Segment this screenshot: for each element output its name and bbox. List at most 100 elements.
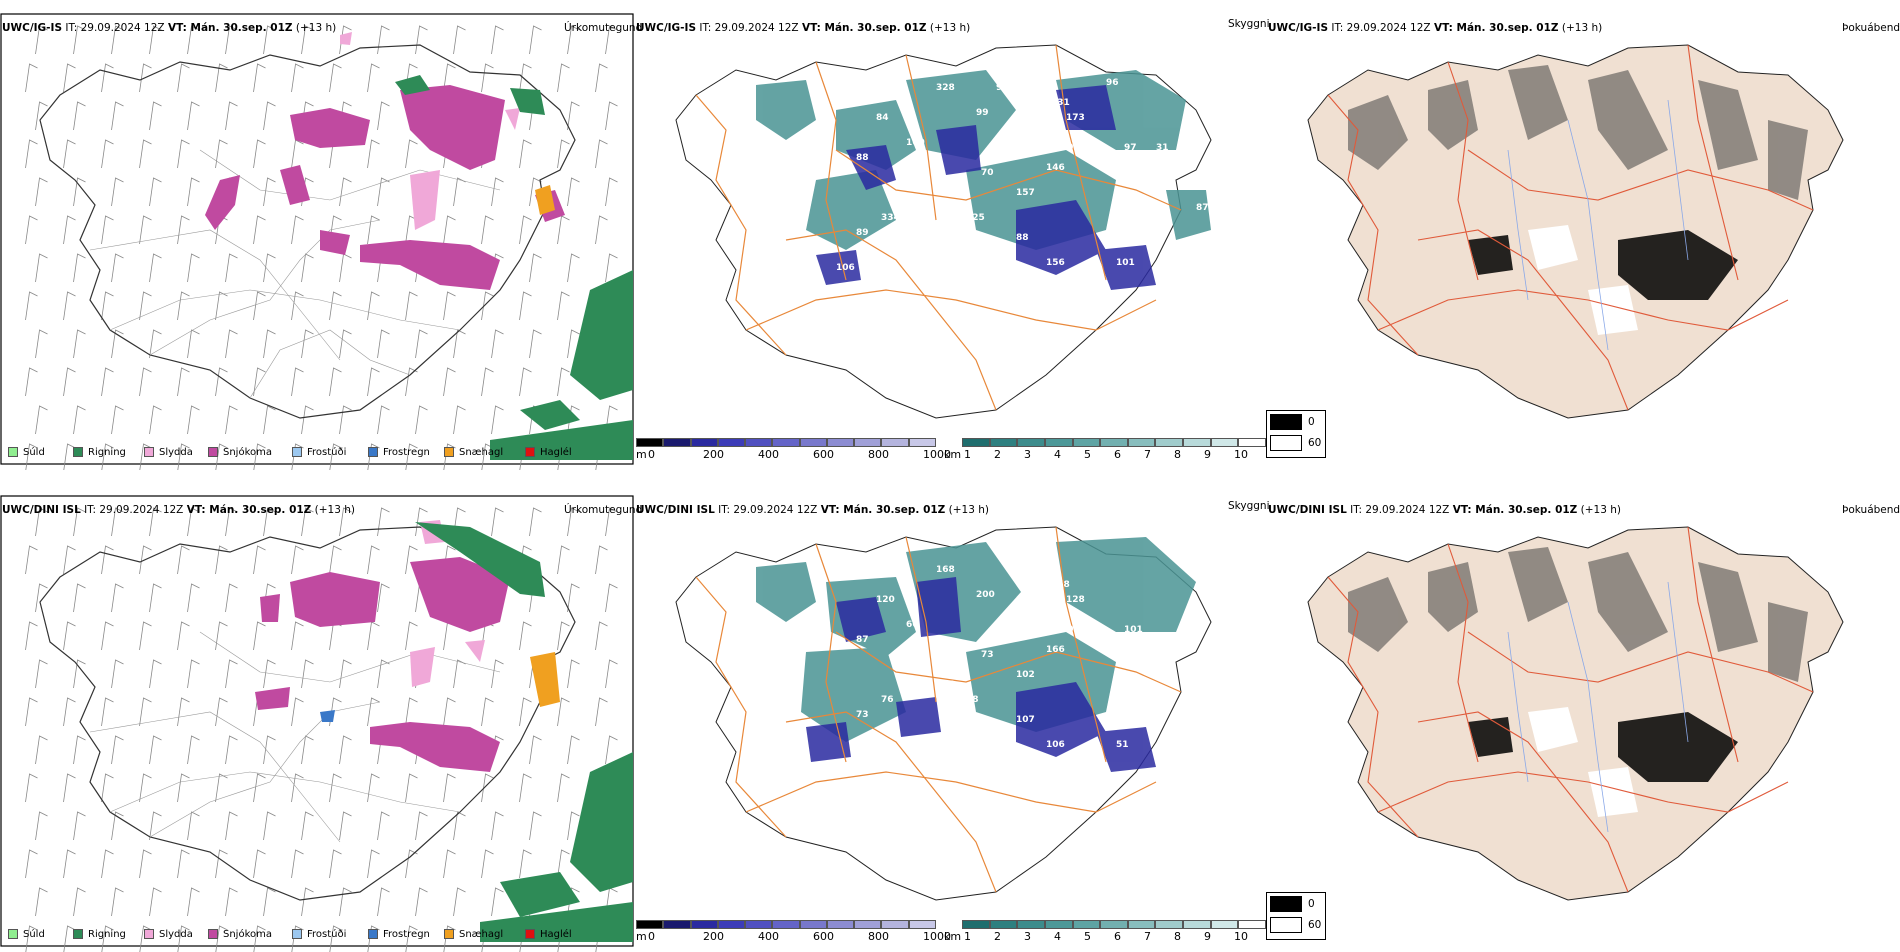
wind-barb bbox=[101, 139, 114, 169]
visibility-panel-title: UWC/IG-IS IT: 29.09.2024 12Z VT: Mán. 30… bbox=[636, 22, 970, 34]
wind-barb bbox=[263, 507, 276, 537]
cloud-base-label: 197 bbox=[1061, 143, 1080, 153]
fog-scale-frame bbox=[1266, 892, 1326, 940]
wind-barb bbox=[225, 101, 238, 131]
wind-barb bbox=[301, 887, 314, 917]
wind-barb bbox=[149, 583, 162, 613]
wind-barb bbox=[101, 443, 114, 470]
wind-barb bbox=[253, 925, 266, 952]
wind-barb bbox=[291, 925, 304, 952]
wind-barb bbox=[301, 405, 314, 435]
cloud-base-label: 120 bbox=[876, 595, 895, 605]
fog-scale-swatch bbox=[1270, 917, 1302, 933]
legend-swatch bbox=[292, 447, 302, 457]
cloud-base-label: 90 bbox=[956, 238, 969, 248]
wind-barb bbox=[177, 215, 190, 245]
wind-barb bbox=[377, 329, 390, 359]
visibility-swatch bbox=[1100, 438, 1128, 447]
wind-barb bbox=[291, 215, 304, 245]
cloud-base-label: 124 bbox=[986, 258, 1005, 268]
roads bbox=[89, 149, 501, 399]
wind-barb bbox=[111, 329, 124, 359]
wind-barb bbox=[491, 329, 504, 359]
wind-barb bbox=[35, 507, 48, 537]
visibility-tick: 7 bbox=[1144, 930, 1151, 943]
valid-time: VT: Mán. 30.sep. 01Z bbox=[186, 504, 312, 516]
wind-barb bbox=[111, 405, 124, 435]
wind-barb bbox=[25, 215, 38, 245]
legend-label: Snæhagl bbox=[459, 446, 504, 458]
wind-barb bbox=[453, 329, 466, 359]
wind-barb bbox=[149, 405, 162, 435]
wind-barb bbox=[529, 811, 542, 841]
wind-barb bbox=[443, 291, 456, 321]
wind-barb bbox=[453, 405, 466, 435]
wind-barb bbox=[101, 925, 114, 952]
wind-barb bbox=[595, 63, 608, 93]
precip-type-label: Úrkomutegund bbox=[564, 22, 643, 34]
iceland-outline bbox=[39, 526, 576, 901]
wind-barb bbox=[519, 697, 532, 727]
wind-barb bbox=[443, 773, 456, 803]
fog-dark bbox=[1468, 230, 1738, 300]
visibility-swatch bbox=[1210, 920, 1239, 929]
wind-barb bbox=[453, 25, 466, 55]
cloud-base-label: 51 bbox=[1116, 740, 1129, 750]
wind-barb bbox=[187, 507, 200, 537]
wind-barb bbox=[215, 443, 228, 470]
visibility-tick: 7 bbox=[1144, 448, 1151, 461]
visibility-swatch bbox=[1017, 438, 1045, 447]
legend-label: Frostúði bbox=[307, 928, 347, 940]
wind-barb bbox=[101, 849, 114, 879]
wind-barb bbox=[111, 101, 124, 131]
wind-barb bbox=[301, 735, 314, 765]
wind-barb bbox=[35, 583, 48, 613]
wind-barb bbox=[367, 773, 380, 803]
wind-barb bbox=[557, 291, 570, 321]
cloud-base-label: 204 bbox=[1016, 610, 1035, 620]
wind-barb bbox=[567, 507, 580, 537]
wind-barb bbox=[367, 215, 380, 245]
cloud-base-label: 76 bbox=[881, 695, 894, 705]
lead-time: (+13 h) bbox=[314, 504, 356, 516]
cloud-base-tick: 400 bbox=[758, 930, 779, 943]
wind-barb bbox=[405, 545, 418, 575]
wind-barb bbox=[187, 405, 200, 435]
visibility-map: 328 173 99 231 185 197 146 97 311 84 160 88 70 79 125 1… bbox=[675, 44, 1212, 419]
wind-barb bbox=[481, 773, 494, 803]
snow-areas bbox=[205, 85, 565, 290]
cloud-base-swatch bbox=[826, 438, 855, 447]
visibility-tick: 10 bbox=[1234, 930, 1248, 943]
visibility-swatch bbox=[1100, 920, 1128, 929]
map-frame bbox=[0, 13, 634, 465]
cloud-base-label: 137 bbox=[1106, 238, 1125, 248]
visibility-unit: km bbox=[944, 930, 962, 943]
wind-barb bbox=[149, 25, 162, 55]
wind-barb bbox=[567, 405, 580, 435]
model-name: UWC/DINI ISL bbox=[636, 504, 715, 516]
wind-barb bbox=[291, 291, 304, 321]
wind-barb bbox=[301, 329, 314, 359]
wind-barb bbox=[101, 545, 114, 575]
wind-barb bbox=[63, 215, 76, 245]
wind-barb bbox=[529, 507, 542, 537]
wind-barb bbox=[339, 405, 352, 435]
precip-type-map bbox=[0, 13, 634, 470]
wind-barb bbox=[443, 367, 456, 397]
cloud-base-label: 70 bbox=[981, 168, 994, 178]
cloud-base-swatch bbox=[772, 920, 800, 929]
wind-barb bbox=[557, 621, 570, 651]
lead-time: (+13 h) bbox=[929, 22, 971, 34]
legend-label: Haglél bbox=[540, 928, 572, 940]
wind-barb bbox=[73, 887, 86, 917]
visibility-swatch bbox=[962, 438, 990, 447]
wind-barb bbox=[301, 811, 314, 841]
wind-barb bbox=[187, 887, 200, 917]
legend-label: Súld bbox=[23, 446, 45, 458]
cloud-base-swatch bbox=[908, 920, 936, 929]
visibility-label: Skyggni bbox=[1228, 18, 1270, 30]
wind-barb bbox=[415, 405, 428, 435]
wind-barb bbox=[491, 659, 504, 689]
wind-barb bbox=[405, 443, 418, 470]
